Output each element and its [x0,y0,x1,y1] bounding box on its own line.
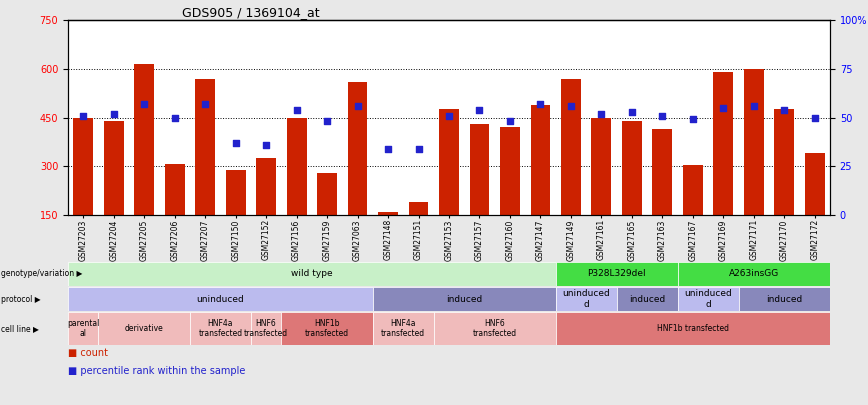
Point [198,100,212,107]
Point [503,118,517,125]
Text: wild type: wild type [291,269,332,279]
Text: ■ count: ■ count [68,348,108,358]
Bar [68,287,372,311]
Bar [434,312,556,345]
Point [625,109,639,115]
Point [260,142,273,148]
Text: uninduced: uninduced [196,294,244,303]
Point [716,104,730,111]
Bar [135,64,155,215]
Point [411,145,425,152]
Bar [713,72,733,215]
Bar [556,287,616,311]
Bar [195,79,215,215]
Bar [739,287,830,311]
Text: A263insGG: A263insGG [728,269,779,279]
Bar [68,312,98,345]
Text: induced: induced [766,294,802,303]
Bar [678,287,739,311]
Point [595,110,608,117]
Text: induced: induced [446,294,483,303]
Text: uninduced
d: uninduced d [684,289,732,309]
Bar [317,173,337,215]
Text: HNF1b transfected: HNF1b transfected [657,324,729,333]
Bar [165,164,185,215]
Bar [372,312,434,345]
Text: uninduced
d: uninduced d [562,289,610,309]
Bar [653,129,673,215]
Text: HNF4a
transfected: HNF4a transfected [381,319,425,338]
Point [534,100,548,107]
Point [351,102,365,109]
Point [746,102,760,109]
Bar [226,170,246,215]
Bar [348,82,367,215]
Text: induced: induced [629,294,665,303]
Bar [378,212,398,215]
Bar [372,287,556,311]
Text: GDS905 / 1369104_at: GDS905 / 1369104_at [182,6,320,19]
Point [564,102,578,109]
Bar [470,124,490,215]
Bar [500,127,520,215]
Bar [530,104,550,215]
Point [228,140,242,146]
Point [686,116,700,123]
Bar [683,164,703,215]
Text: derivative: derivative [125,324,163,333]
Bar [251,312,281,345]
Bar [73,117,93,215]
Text: cell line ▶: cell line ▶ [1,324,39,333]
Point [655,112,669,119]
Bar [256,158,276,215]
Point [808,114,822,121]
Text: genotype/variation ▶: genotype/variation ▶ [1,269,82,279]
Bar [561,79,581,215]
Bar [68,262,556,286]
Point [442,112,456,119]
Bar [556,312,830,345]
Bar [98,312,190,345]
Text: P328L329del: P328L329del [588,269,646,279]
Point [137,100,151,107]
Text: protocol ▶: protocol ▶ [1,294,41,303]
Point [778,107,792,113]
Bar [104,121,123,215]
Bar [774,109,794,215]
Bar [622,121,641,215]
Text: parental
al: parental al [67,319,100,338]
Bar [281,312,372,345]
Bar [616,287,678,311]
Point [381,145,395,152]
Bar [439,109,459,215]
Point [168,114,181,121]
Bar [190,312,251,345]
Bar [556,262,678,286]
Text: HNF1b
transfected: HNF1b transfected [305,319,349,338]
Bar [678,262,830,286]
Point [290,107,304,113]
Point [320,118,334,125]
Bar [409,202,429,215]
Text: ■ percentile rank within the sample: ■ percentile rank within the sample [68,366,246,376]
Text: HNF4a
transfected: HNF4a transfected [198,319,242,338]
Bar [286,117,306,215]
Point [76,112,90,119]
Bar [744,69,764,215]
Point [107,110,121,117]
Bar [591,117,611,215]
Text: HNF6
transfected: HNF6 transfected [244,319,288,338]
Point [472,107,486,113]
Bar [805,153,825,215]
Text: HNF6
transfected: HNF6 transfected [473,319,516,338]
